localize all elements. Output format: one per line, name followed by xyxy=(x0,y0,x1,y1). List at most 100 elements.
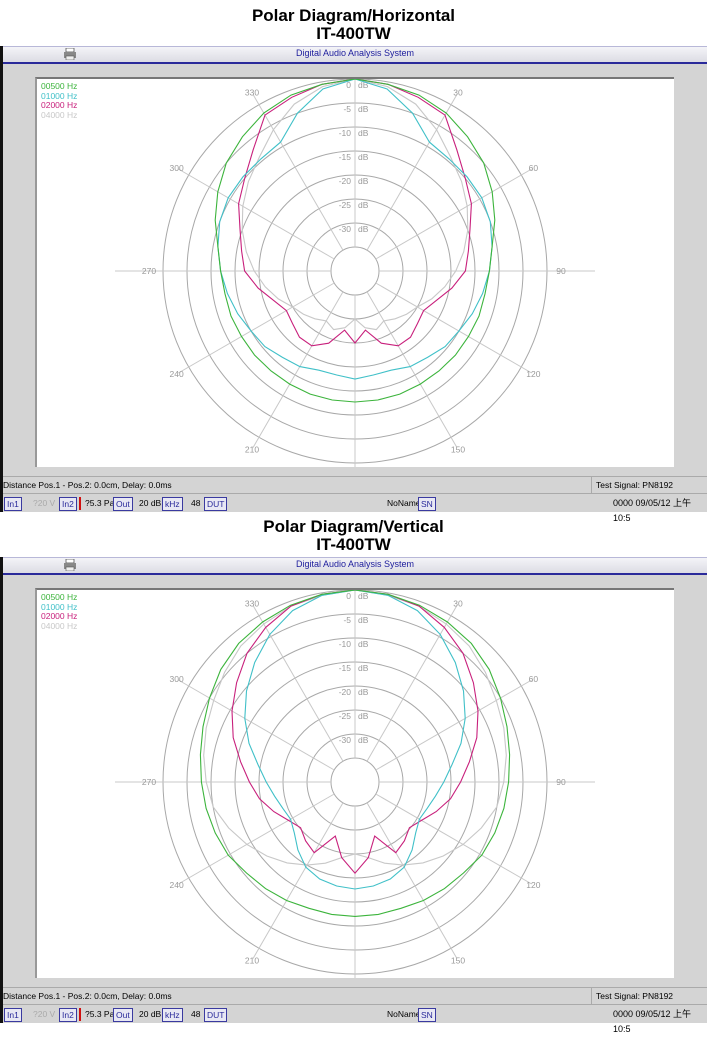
in2-value: ?5.3 Pa xyxy=(85,1009,115,1019)
grid-spoke xyxy=(375,793,532,885)
radial-tick-label: -5 xyxy=(343,104,351,114)
angle-tick-label: 150 xyxy=(451,955,465,965)
series-line-01000-hz xyxy=(217,79,493,380)
angle-tick-label: 90 xyxy=(556,266,566,276)
print-icon[interactable] xyxy=(63,48,77,60)
grid-spoke xyxy=(252,94,344,251)
radial-tick-label: -20 xyxy=(339,687,352,697)
grid-spoke xyxy=(252,802,344,959)
radial-unit-label: dB xyxy=(358,128,369,138)
legend-entry: 01000 Hz xyxy=(41,90,78,101)
radial-unit-label: dB xyxy=(358,663,369,673)
legend-entry: 01000 Hz xyxy=(41,601,78,612)
angle-tick-label: 60 xyxy=(529,163,539,173)
out-button[interactable]: Out xyxy=(113,497,133,511)
plot-area: 0 dB -5 dB -10 dB -15 dB -20 dB -25 dB -30 dB 30 60 90 12… xyxy=(35,77,674,467)
test-signal-text: Test Signal: PN8192 xyxy=(591,988,673,1004)
radial-tick-label: -25 xyxy=(339,200,352,210)
dut-button[interactable]: DUT xyxy=(204,1008,228,1022)
polar-plot: 0 dB -5 dB -10 dB -15 dB -20 dB -25 dB -30 dB 30 60 90 12… xyxy=(115,79,595,467)
grid-spoke xyxy=(178,793,335,885)
angle-tick-label: 330 xyxy=(245,88,259,98)
radial-tick-label: -30 xyxy=(339,735,352,745)
khz-button[interactable]: kHz xyxy=(162,1008,183,1022)
radial-tick-label: -30 xyxy=(339,224,352,234)
legend-entry: 00500 Hz xyxy=(41,81,78,91)
dut-button[interactable]: DUT xyxy=(204,497,228,511)
level-indicator xyxy=(79,497,81,510)
test-signal-text: Test Signal: PN8192 xyxy=(591,477,673,493)
angle-tick-label: 60 xyxy=(529,674,539,684)
khz-button[interactable]: kHz xyxy=(162,497,183,511)
grid-spoke xyxy=(366,802,458,959)
sn-button[interactable]: SN xyxy=(418,497,436,511)
radial-unit-label: dB xyxy=(358,711,369,721)
in1-button[interactable]: In1 xyxy=(4,497,22,511)
status-line: Distance Pos.1 - Pos.2: 0.0cm, Delay: 0.… xyxy=(3,476,707,494)
series-line-00500-hz xyxy=(214,79,496,403)
grid-spoke xyxy=(375,282,532,374)
grid-ring xyxy=(330,246,380,296)
angle-tick-label: 270 xyxy=(142,266,156,276)
out-value: 20 dB xyxy=(139,498,162,508)
radial-unit-label: dB xyxy=(358,615,369,625)
chart-subtitle: IT-400TW xyxy=(316,24,391,43)
legend-entry: 02000 Hz xyxy=(41,611,78,621)
radial-tick-label: -5 xyxy=(343,615,351,625)
radial-tick-label: -15 xyxy=(339,663,352,673)
radial-unit-label: dB xyxy=(358,687,369,697)
in2-value: ?5.3 Pa xyxy=(85,498,115,508)
level-indicator xyxy=(79,1008,81,1021)
grid-spoke xyxy=(366,291,458,448)
angle-tick-label: 240 xyxy=(170,880,184,890)
grid-spoke xyxy=(178,168,335,260)
legend-entry: 04000 Hz xyxy=(41,109,78,120)
radial-tick-label: -20 xyxy=(339,176,352,186)
series-line-04000-hz xyxy=(203,590,507,866)
series-line-00500-hz xyxy=(199,590,511,917)
chart-title: Polar Diagram/Vertical xyxy=(263,517,444,536)
distance-delay-text: Distance Pos.1 - Pos.2: 0.0cm, Delay: 0.… xyxy=(3,480,172,490)
in1-value: ?20 V xyxy=(33,498,56,508)
legend-entry: 02000 Hz xyxy=(41,100,78,110)
radial-tick-label: -10 xyxy=(339,128,352,138)
radial-unit-label: dB xyxy=(358,735,369,745)
dut-name: NoName xyxy=(387,1009,421,1019)
radial-unit-label: dB xyxy=(358,591,369,601)
in2-button[interactable]: In2 xyxy=(59,497,77,511)
radial-tick-label: 0 xyxy=(346,80,351,90)
chart-title: Polar Diagram/Horizontal xyxy=(251,6,456,25)
angle-tick-label: 240 xyxy=(170,369,184,379)
angle-tick-label: 150 xyxy=(451,444,465,454)
angle-tick-label: 210 xyxy=(245,444,259,454)
legend: 00500 Hz 01000 Hz 02000 Hz 04000 Hz xyxy=(41,81,78,120)
status-bar: In1 ?20 V In2 ?5.3 Pa Out 20 dB kHz 48 D… xyxy=(3,496,707,523)
sn-button[interactable]: SN xyxy=(418,1008,436,1022)
polar-plot: 0 dB -5 dB -10 dB -15 dB -20 dB -25 dB -30 dB 30 60 90 12… xyxy=(115,590,595,978)
grid-spoke xyxy=(375,168,532,260)
print-icon[interactable] xyxy=(63,559,77,571)
date-time: 0000 09/05/12 上午 10:5 xyxy=(613,498,692,523)
grid-ring xyxy=(330,757,380,807)
series-line-04000-hz xyxy=(241,79,469,331)
radial-tick-label: 0 xyxy=(346,591,351,601)
legend: 00500 Hz 01000 Hz 02000 Hz 04000 Hz xyxy=(41,592,78,631)
radial-unit-label: dB xyxy=(358,176,369,186)
date-time: 0000 09/05/12 上午 10:5 xyxy=(613,1009,692,1034)
in1-button[interactable]: In1 xyxy=(4,1008,22,1022)
radial-tick-label: -25 xyxy=(339,711,352,721)
radial-unit-label: dB xyxy=(358,80,369,90)
grid-spoke xyxy=(178,282,335,374)
status-bar: In1 ?20 V In2 ?5.3 Pa Out 20 dB kHz 48 D… xyxy=(3,1007,707,1034)
chart-subtitle: IT-400TW xyxy=(316,535,391,554)
khz-value: 48 xyxy=(191,498,201,508)
polar-chart-block-1: Polar Diagram/Vertical IT-400TW Digital … xyxy=(0,511,707,1034)
legend-entry: 04000 Hz xyxy=(41,620,78,631)
out-button[interactable]: Out xyxy=(113,1008,133,1022)
in2-button[interactable]: In2 xyxy=(59,1008,77,1022)
grid-spoke xyxy=(366,605,458,762)
series-line-01000-hz xyxy=(244,590,466,890)
angle-tick-label: 90 xyxy=(556,777,566,787)
distance-delay-text: Distance Pos.1 - Pos.2: 0.0cm, Delay: 0.… xyxy=(3,991,172,1001)
app-window: Digital Audio Analysis System 0 dB -5 dB -10… xyxy=(0,557,707,1034)
